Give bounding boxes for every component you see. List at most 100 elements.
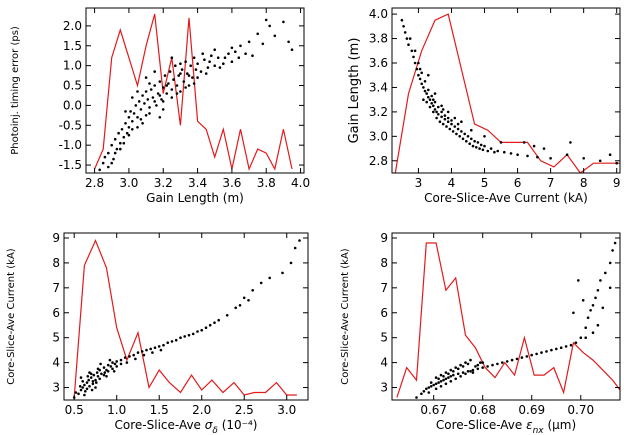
data-point (427, 386, 431, 389)
data-point (427, 73, 430, 77)
data-point (222, 62, 225, 65)
data-point (437, 381, 440, 384)
data-point (99, 362, 102, 366)
data-point (85, 387, 89, 391)
data-point (170, 340, 174, 343)
data-point (103, 155, 107, 159)
data-point (596, 323, 600, 327)
data-point (186, 72, 189, 75)
data-point (604, 271, 607, 275)
data-point (282, 20, 285, 24)
data-point (136, 126, 139, 129)
data-point (217, 318, 220, 322)
x-tick-label: 3.8 (257, 176, 276, 190)
data-point (115, 365, 118, 368)
data-point (440, 110, 443, 114)
data-point (400, 18, 404, 22)
data-point (101, 161, 105, 165)
data-point (483, 135, 486, 138)
data-point (565, 153, 569, 156)
data-point (429, 385, 433, 388)
data-point (86, 375, 90, 378)
data-point (187, 333, 191, 337)
scatter-points (72, 239, 301, 399)
data-point (273, 34, 277, 38)
data-point (444, 382, 448, 386)
data-point (434, 382, 438, 386)
data-point (134, 104, 138, 107)
data-point (268, 276, 272, 280)
data-point (439, 373, 443, 377)
data-point (491, 363, 494, 367)
data-point (422, 390, 426, 393)
data-point (74, 391, 78, 394)
data-point (136, 116, 139, 119)
x-tick-label: 3.0 (277, 403, 296, 417)
data-point (163, 74, 167, 77)
data-point (242, 296, 246, 300)
data-point (153, 100, 156, 103)
data-point (172, 78, 175, 81)
data-point (109, 365, 113, 368)
data-point (464, 372, 467, 376)
data-point (526, 154, 529, 158)
data-point (476, 367, 480, 371)
y-tick-label: 5 (380, 331, 388, 345)
data-point (165, 84, 168, 87)
data-point (137, 100, 141, 103)
data-point (461, 371, 465, 374)
data-point (244, 52, 247, 55)
data-point (119, 362, 123, 366)
data-point (77, 392, 80, 396)
data-point (582, 157, 585, 160)
data-point (225, 314, 229, 317)
data-point (608, 153, 612, 156)
data-point (106, 363, 110, 367)
data-point (452, 370, 455, 373)
data-point (158, 94, 162, 97)
y-tick-label: 6 (52, 306, 60, 320)
data-point (98, 377, 101, 381)
data-point (119, 141, 122, 145)
data-point (105, 174, 108, 177)
data-point (417, 61, 420, 65)
data-point (95, 381, 98, 384)
data-point (216, 56, 220, 59)
data-point (158, 116, 162, 119)
data-point (486, 365, 489, 368)
data-point (131, 128, 134, 131)
data-point (192, 82, 196, 85)
data-point (168, 70, 172, 73)
scatter-points (415, 241, 617, 399)
plot-frame (391, 232, 621, 401)
data-point (91, 382, 95, 386)
data-point (486, 149, 490, 153)
y-tick-label: 8 (52, 256, 60, 270)
data-point (503, 150, 506, 154)
y-tick-label: 3.6 (369, 56, 388, 70)
data-point (516, 153, 519, 156)
data-point (189, 64, 192, 67)
data-point (475, 146, 478, 149)
data-point (469, 370, 472, 373)
data-point (577, 279, 580, 282)
data-point (87, 378, 90, 382)
data-point (501, 361, 504, 364)
y-tick-label: 6 (380, 306, 388, 320)
data-point (81, 380, 84, 383)
data-point (453, 116, 457, 120)
data-point (469, 358, 472, 362)
data-point (449, 368, 453, 372)
data-point (161, 86, 165, 89)
y-tick-label: 3.2 (369, 105, 388, 119)
data-point (427, 88, 430, 92)
data-point (153, 346, 157, 350)
data-point (444, 371, 448, 374)
data-point (456, 122, 460, 126)
data-point (440, 104, 443, 108)
data-point (430, 102, 434, 105)
data-point (412, 55, 415, 59)
data-point (213, 321, 216, 325)
data-point (493, 150, 496, 154)
